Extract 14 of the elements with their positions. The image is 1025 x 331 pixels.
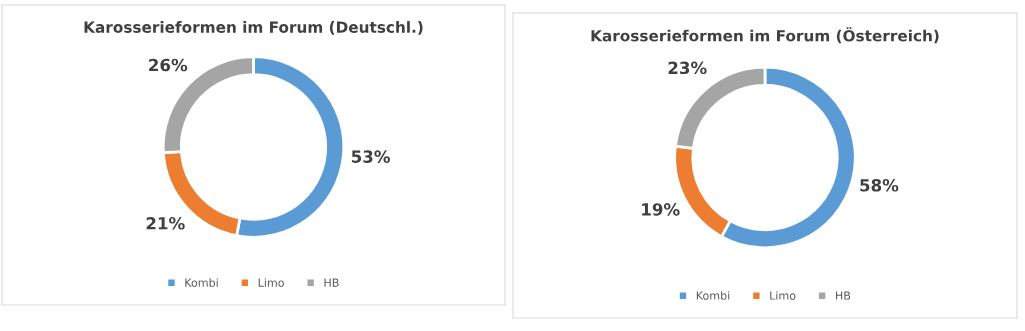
legend-label: HB	[836, 291, 851, 300]
chart-title: Karosserieformen im Forum (Deutschl.)	[84, 21, 423, 35]
data-label: 53%	[351, 150, 390, 163]
legend-label: HB	[324, 278, 339, 287]
data-label: 23%	[668, 61, 707, 75]
legend-label: Limo	[770, 291, 796, 300]
chart-title: Karosserieformen im Forum (Österreich)	[591, 27, 939, 44]
data-label: 26%	[149, 58, 188, 72]
data-label: 21%	[146, 217, 185, 230]
legend-label: Kombi	[696, 291, 730, 300]
legend-label: Kombi	[185, 278, 218, 287]
data-label: 58%	[860, 178, 899, 192]
data-label: 19%	[642, 203, 680, 216]
legend-label: Limo	[258, 278, 284, 287]
